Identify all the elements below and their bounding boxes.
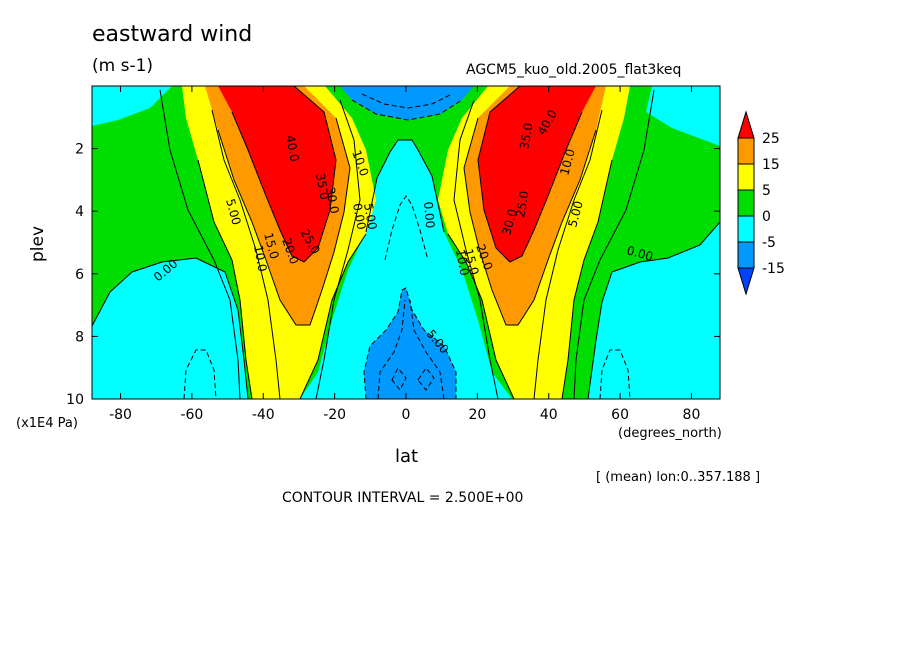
contour-label: 10.0 xyxy=(453,248,471,277)
contour-label: 35.0 xyxy=(517,122,535,151)
colorbar-label: 5 xyxy=(762,183,771,199)
y-tick-label: 8 xyxy=(75,329,84,345)
x-axis-units: (degrees_north) xyxy=(618,426,722,441)
colorbar-label: -5 xyxy=(762,235,776,251)
colorbar-segment xyxy=(737,241,755,269)
x-tick-label: 20 xyxy=(468,407,486,423)
y-tick-label: 10 xyxy=(66,392,84,408)
x-tick-label: -20 xyxy=(323,407,346,423)
chart-title: eastward wind xyxy=(92,22,253,47)
chart-units: (m s-1) xyxy=(92,56,154,76)
contour-lines xyxy=(92,86,720,399)
x-tick-label: 80 xyxy=(683,407,701,423)
contour-label: 0.00 xyxy=(625,243,654,263)
colorbar-segment xyxy=(737,215,755,243)
colorbar-segment xyxy=(737,267,755,296)
contour-label: 30.0 xyxy=(323,186,341,215)
mean-info: [ (mean) lon:0..357.188 ] xyxy=(596,470,761,485)
x-tick-label: -40 xyxy=(252,407,275,423)
colorbar-label: 0 xyxy=(762,209,771,225)
x-axis: -80 -60 -40 -20 0 20 40 60 80 xyxy=(109,86,700,423)
contour-label: 10.0 xyxy=(557,147,577,176)
region-blue-top xyxy=(340,86,474,120)
y-tick-label: 2 xyxy=(75,142,84,158)
colorbar-label: -15 xyxy=(762,261,785,277)
contour-label: 0.00 xyxy=(421,201,437,229)
region-cyan-topright xyxy=(646,86,720,146)
y-axis: 2 4 6 8 10 xyxy=(66,142,720,408)
contour-label: 30.0 xyxy=(499,207,519,236)
y-axis-units: (x1E4 Pa) xyxy=(16,416,78,431)
region-red xyxy=(218,86,336,262)
colorbar-segment xyxy=(737,189,755,217)
contour-label: 40.0 xyxy=(283,134,301,163)
colorbar-label: 15 xyxy=(762,157,780,173)
colorbar-segment xyxy=(737,110,755,139)
y-tick-label: 6 xyxy=(75,267,84,283)
colorbar-segment xyxy=(737,163,755,191)
x-tick-label: 0 xyxy=(402,407,411,423)
contour-label: 0.00 xyxy=(350,202,368,231)
colorbar-label: 25 xyxy=(762,131,780,147)
contour-label: 15.0 xyxy=(261,231,281,260)
x-tick-label: 40 xyxy=(540,407,558,423)
region-cyan-topleft xyxy=(92,86,172,126)
x-axis-label: lat xyxy=(395,446,419,467)
x-tick-label: 60 xyxy=(611,407,629,423)
negative-contours xyxy=(183,93,631,399)
contour-label: 25.0 xyxy=(513,190,531,219)
contour-label: 5.00 xyxy=(223,197,243,226)
region-blue-bottom xyxy=(364,288,456,399)
contour-label: 5.00 xyxy=(565,199,585,228)
colorbar-segment xyxy=(737,137,755,165)
y-axis-label: plev xyxy=(28,225,48,262)
run-name: AGCM5_kuo_old.2005_flat3keq xyxy=(466,62,682,78)
contour-label: 5.00 xyxy=(361,202,379,231)
x-tick-label: -80 xyxy=(109,407,132,423)
y-tick-label: 4 xyxy=(75,204,84,220)
contour-label: 35.0 xyxy=(313,172,331,201)
colorbar: 25 15 5 0 -5 -15 xyxy=(737,110,785,296)
contour-label-group: 40.0 35.0 30.0 25.0 20.0 15.0 10.0 10.0 … xyxy=(151,107,655,356)
region-red-r xyxy=(478,86,596,262)
contour-label: 10.0 xyxy=(251,244,269,273)
filled-contours: 40.0 35.0 30.0 25.0 20.0 15.0 10.0 10.0 … xyxy=(92,86,720,399)
contour-label: 15.0 xyxy=(461,247,481,276)
contour-interval: CONTOUR INTERVAL = 2.500E+00 xyxy=(282,490,524,506)
x-tick-label: -60 xyxy=(180,407,203,423)
